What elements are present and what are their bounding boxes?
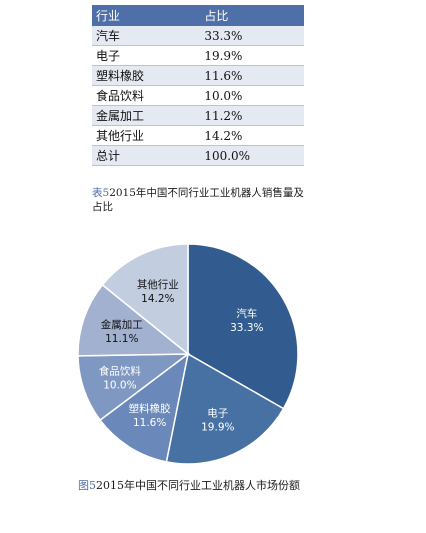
pie-slice-5 xyxy=(77,283,191,357)
table-body: 汽车 33.3% 电子 19.9% 塑料橡胶 11.6% 食品饮料 10.0% 金属加工 11.2… xyxy=(92,26,304,166)
slice-category-label: 塑料橡胶 xyxy=(129,402,171,415)
industry-share-table: 行业 占比 汽车 33.3% 电子 19.9% 塑料橡胶 11.6% 食品饮料 10.0% 金属… xyxy=(92,5,304,166)
share-cell: 100.0% xyxy=(200,145,304,166)
slice-category-label: 电子 xyxy=(207,407,228,420)
slice-category-label: 汽车 xyxy=(236,307,257,320)
industry-cell: 塑料橡胶 xyxy=(92,65,201,86)
industry-cell: 食品饮料 xyxy=(92,85,201,106)
header-share: 占比 xyxy=(200,5,304,26)
industry-cell: 其他行业 xyxy=(92,125,201,146)
slice-category-label: 金属加工 xyxy=(101,318,143,331)
table-caption-text: 2015年中国不同行业工业机器人销售量及占比 xyxy=(92,187,304,213)
share-cell: 14.2% xyxy=(200,125,304,146)
slice-value-label: 10.0% xyxy=(103,379,136,391)
slice-value-label: 14.2% xyxy=(141,293,174,305)
table-caption-prefix: 表5 xyxy=(92,187,110,199)
pie-slice-2 xyxy=(165,352,285,465)
share-cell: 11.2% xyxy=(200,105,304,126)
pie-slice-3 xyxy=(99,352,190,463)
table-row: 总计 100.0% xyxy=(92,145,304,166)
table-header-row: 行业 占比 xyxy=(92,5,304,26)
table-row: 汽车 33.3% xyxy=(92,26,304,46)
industry-cell: 金属加工 xyxy=(92,105,201,126)
chart-caption: 图52015年中国不同行业工业机器人市场份额 xyxy=(78,479,398,493)
table-row: 金属加工 11.2% xyxy=(92,105,304,126)
industry-cell: 电子 xyxy=(92,45,201,66)
pie-slice-1 xyxy=(187,243,299,410)
slice-value-label: 19.9% xyxy=(201,422,234,434)
share-cell: 19.9% xyxy=(200,45,304,66)
chart-caption-text: 2015年中国不同行业工业机器人市场份额 xyxy=(96,479,300,492)
industry-cell: 汽车 xyxy=(92,26,201,46)
share-cell: 10.0% xyxy=(200,85,304,106)
slice-category-label: 食品饮料 xyxy=(99,364,141,377)
slice-category-label: 其他行业 xyxy=(137,278,179,291)
table-caption: 表52015年中国不同行业工业机器人销售量及占比 xyxy=(92,186,307,214)
chart-caption-prefix: 图5 xyxy=(78,479,96,492)
table-row: 塑料橡胶 11.6% xyxy=(92,65,304,86)
table-row: 食品饮料 10.0% xyxy=(92,85,304,106)
table-row: 其他行业 14.2% xyxy=(92,125,304,146)
slice-value-label: 11.1% xyxy=(105,333,138,345)
table-row: 电子 19.9% xyxy=(92,45,304,66)
share-cell: 33.3% xyxy=(200,26,304,46)
industry-cell: 总计 xyxy=(92,145,201,166)
header-industry: 行业 xyxy=(92,5,201,26)
share-cell: 11.6% xyxy=(200,65,304,86)
industry-table-container: 行业 占比 汽车 33.3% 电子 19.9% 塑料橡胶 11.6% 食品饮料 10.0% 金属… xyxy=(92,5,304,166)
slice-value-label: 33.3% xyxy=(230,322,263,334)
slice-value-label: 11.6% xyxy=(133,417,166,429)
pie-slice-6 xyxy=(101,243,189,356)
